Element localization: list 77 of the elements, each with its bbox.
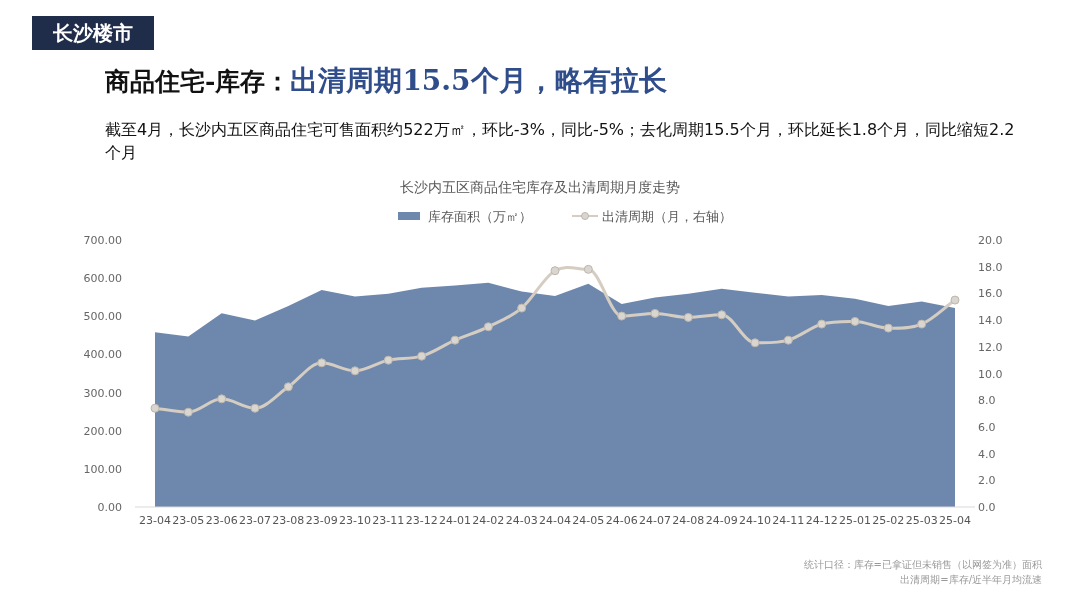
x-tick-label: 24-08 bbox=[672, 514, 705, 527]
point bbox=[250, 403, 260, 413]
x-tick-label: 24-07 bbox=[639, 514, 671, 527]
y2-tick-label: 20.0 bbox=[978, 234, 1003, 247]
y-tick-label: 0.00 bbox=[97, 501, 122, 514]
y2-tick-label: 18.0 bbox=[978, 260, 1003, 274]
x-tick-label: 23-06 bbox=[205, 514, 238, 527]
point bbox=[183, 407, 193, 417]
point bbox=[283, 382, 293, 392]
y2-tick-label: 8.0 bbox=[978, 394, 996, 408]
x-tick-label: 24-05 bbox=[572, 514, 605, 527]
point bbox=[317, 358, 327, 368]
y-tick-label: 700.00 bbox=[83, 234, 122, 247]
y2-tick-label: 10.0 bbox=[978, 367, 1003, 381]
x-tick-label: 23-04 bbox=[139, 514, 171, 527]
point bbox=[383, 355, 393, 365]
point bbox=[850, 316, 860, 326]
point bbox=[550, 266, 560, 276]
point bbox=[883, 323, 893, 333]
x-tick-label: 23-05 bbox=[172, 514, 205, 527]
point bbox=[350, 366, 360, 376]
y-tick-label: 100.00 bbox=[83, 462, 122, 476]
x-tick-label: 25-03 bbox=[905, 514, 938, 527]
x-tick-label: 24-01 bbox=[439, 514, 471, 527]
y2-tick-label: 2.0 bbox=[978, 474, 996, 488]
x-tick-label: 24-09 bbox=[705, 514, 738, 527]
x-tick-label: 24-02 bbox=[472, 514, 505, 527]
y-tick-label: 500.00 bbox=[83, 310, 122, 324]
x-tick-label: 23-12 bbox=[405, 514, 438, 527]
y-tick-label: 300.00 bbox=[83, 386, 122, 400]
y2-tick-label: 12.0 bbox=[978, 340, 1003, 354]
point bbox=[950, 295, 960, 305]
text: 长沙内五区商品住宅库存及出清周期月度走势 bbox=[400, 179, 680, 195]
x-tick-label: 23-11 bbox=[372, 514, 405, 527]
text: 长沙楼市 bbox=[32, 16, 154, 50]
point bbox=[717, 310, 727, 320]
y2-tick-label: 6.0 bbox=[978, 420, 996, 434]
legend-label: 库存面积（万㎡） bbox=[428, 209, 532, 224]
point bbox=[483, 322, 493, 332]
x-tick-label: 24-06 bbox=[605, 514, 638, 527]
x-tick-label: 25-01 bbox=[839, 514, 871, 527]
y-tick-label: 400.00 bbox=[83, 348, 122, 362]
y2-tick-label: 0.0 bbox=[978, 501, 996, 514]
point bbox=[417, 351, 427, 361]
chart-title: 商品住宅-库存：出清周期15.5个月，略有拉长 bbox=[105, 64, 667, 97]
x-tick-label: 23-08 bbox=[272, 514, 305, 527]
point bbox=[783, 335, 793, 345]
point bbox=[217, 394, 227, 404]
x-tick-label: 23-09 bbox=[305, 514, 338, 527]
x-tick-label: 24-04 bbox=[539, 514, 571, 527]
x-tick-label: 24-03 bbox=[505, 514, 538, 527]
text: 出清周期=库存/近半年月均流速 bbox=[899, 573, 1042, 587]
x-tick-label: 24-11 bbox=[772, 514, 805, 527]
x-tick-label: 24-10 bbox=[739, 514, 771, 527]
point bbox=[650, 308, 660, 318]
point bbox=[617, 311, 627, 321]
text: 统计口径：库存=已拿证但未销售（以网签为准）面积 bbox=[803, 558, 1042, 572]
point bbox=[450, 335, 460, 345]
y2-tick-label: 14.0 bbox=[978, 314, 1003, 328]
y-tick-label: 200.00 bbox=[83, 424, 122, 438]
x-tick-label: 23-10 bbox=[339, 514, 371, 527]
x-tick-label: 25-02 bbox=[872, 514, 905, 527]
point bbox=[817, 319, 827, 329]
point bbox=[750, 338, 760, 348]
point bbox=[150, 403, 160, 413]
y2-tick-label: 4.0 bbox=[978, 447, 996, 461]
point bbox=[683, 312, 693, 322]
y-tick-label: 600.00 bbox=[83, 272, 122, 286]
x-tick-label: 25-04 bbox=[939, 514, 971, 527]
x-tick-label: 24-12 bbox=[805, 514, 838, 527]
x-tick-label: 23-07 bbox=[239, 514, 271, 527]
y2-tick-label: 16.0 bbox=[978, 287, 1003, 301]
point bbox=[583, 264, 593, 274]
point bbox=[517, 303, 527, 313]
legend-label: 出清周期（月，右轴） bbox=[602, 209, 732, 224]
chart-subtitle: 截至4月，长沙内五区商品住宅可售面积约522万㎡，环比-3%，同比-5%；去化周期15.5个月，环比延长1.8个月，同比缩短2.2个月 bbox=[105, 119, 1016, 164]
point bbox=[917, 319, 927, 329]
